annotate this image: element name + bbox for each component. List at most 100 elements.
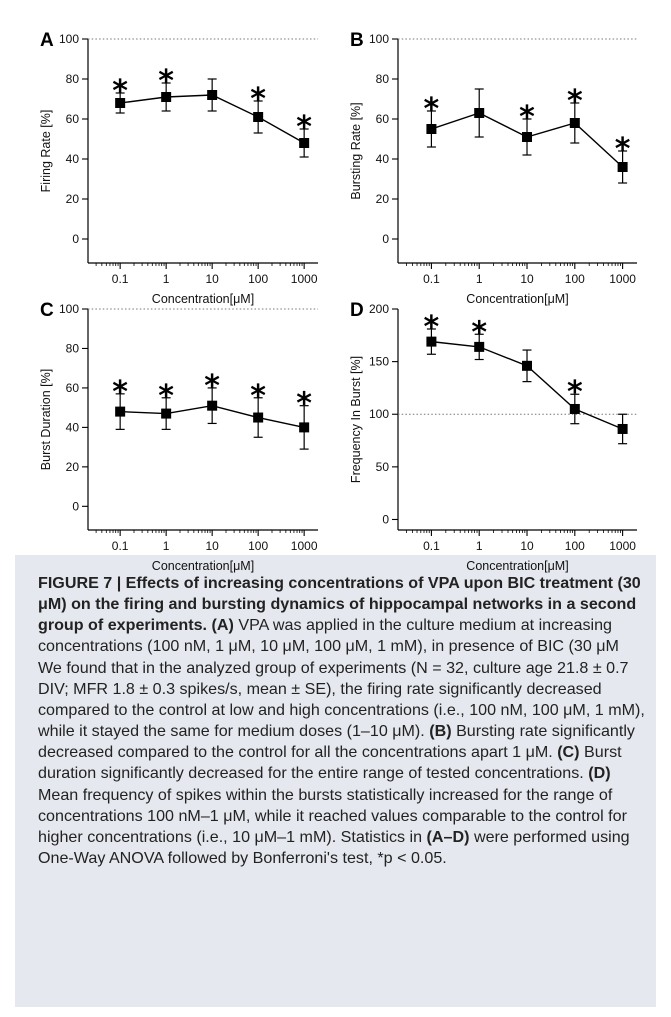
y-axis-label: Frequency In Burst [%] <box>349 356 363 483</box>
data-point <box>253 412 264 423</box>
significance-asterisk: * <box>112 375 128 410</box>
x-axis-label: Concentration[μM] <box>466 559 568 573</box>
y-axis-label: Burst Duration [%] <box>39 369 53 470</box>
panel-letter: D <box>350 300 364 321</box>
data-point <box>299 138 310 148</box>
charts-area: 0 20 40 60 80 100 0.1 1 10 100 1000 Concentration[μ… <box>15 15 656 573</box>
y-tick-label: 40 <box>66 420 80 434</box>
x-tick-label: 10 <box>520 539 534 553</box>
data-point <box>426 336 437 347</box>
x-tick-label: 100 <box>565 539 585 553</box>
x-tick-label: 0.1 <box>112 539 129 553</box>
data-point <box>426 124 437 134</box>
data-point <box>161 408 172 419</box>
data-point <box>617 162 628 172</box>
x-tick-label: 1000 <box>291 272 318 286</box>
significance-asterisk: * <box>615 132 631 167</box>
caption-label-c: (C) <box>557 743 580 762</box>
caption-text-c: Burst duration significantly decreased f… <box>38 743 622 783</box>
chart-svg: 0 20 40 60 80 100 0.1 1 10 100 1000 Concentration[μ… <box>39 300 318 573</box>
x-axis-label: Concentration[μM] <box>152 292 254 306</box>
caption-label-b: (B) <box>429 722 452 741</box>
x-axis-label: Concentration[μM] <box>466 292 568 306</box>
y-tick-label: 60 <box>66 112 80 126</box>
significance-asterisk: * <box>567 84 583 119</box>
caption-label-d: (D) <box>588 764 611 783</box>
y-tick-label: 100 <box>59 302 79 316</box>
chart-svg: 0 50 100 150 200 0.1 1 10 100 1000 Concentration[μ… <box>349 300 637 573</box>
y-tick-label: 0 <box>72 499 79 513</box>
data-point <box>617 423 628 434</box>
data-point <box>115 406 126 417</box>
significance-asterisk: * <box>424 310 440 345</box>
x-tick-label: 1000 <box>609 272 636 286</box>
significance-asterisk: * <box>112 74 128 109</box>
chart-svg: 0 20 40 60 80 100 0.1 1 10 100 1000 Concentration[μ… <box>39 30 318 306</box>
panel-c: 0 20 40 60 80 100 0.1 1 10 100 1000 Concentration[μ… <box>15 290 335 573</box>
x-axis-label: Concentration[μM] <box>152 559 254 573</box>
x-tick-label: 100 <box>248 272 268 286</box>
y-tick-label: 80 <box>376 72 390 86</box>
data-point <box>569 403 580 414</box>
y-tick-label: 20 <box>376 192 390 206</box>
panel-letter: C <box>40 300 54 321</box>
y-tick-label: 200 <box>369 302 389 316</box>
y-tick-label: 40 <box>66 152 80 166</box>
figure-caption: FIGURE 7 | Effects of increasing concent… <box>38 573 646 869</box>
x-tick-label: 10 <box>205 272 219 286</box>
x-tick-label: 1000 <box>609 539 636 553</box>
y-tick-label: 80 <box>66 341 80 355</box>
y-tick-label: 100 <box>369 407 389 421</box>
x-tick-label: 100 <box>565 272 585 286</box>
caption-title: FIGURE 7 | Effects of increasing concent… <box>38 574 641 635</box>
data-point <box>299 422 310 433</box>
x-tick-label: 100 <box>248 539 268 553</box>
data-point <box>474 108 485 118</box>
data-point <box>161 92 172 102</box>
caption-text-a: VPA was applied in the culture medium at… <box>38 616 645 741</box>
y-tick-label: 0 <box>382 232 389 246</box>
panel-b: 0 20 40 60 80 100 0.1 1 10 100 1000 Concentration[μ… <box>335 15 656 306</box>
y-tick-label: 20 <box>66 460 80 474</box>
significance-asterisk: * <box>250 379 266 414</box>
x-tick-label: 10 <box>520 272 534 286</box>
x-tick-label: 1 <box>163 539 170 553</box>
significance-asterisk: * <box>519 100 535 135</box>
y-axis-label: Firing Rate [%] <box>39 110 53 193</box>
caption-text-d: Mean frequency of spikes within the burs… <box>38 785 627 846</box>
caption-text-b: Bursting rate significantly decreased co… <box>38 722 635 762</box>
x-tick-label: 1 <box>163 272 170 286</box>
y-tick-label: 150 <box>369 355 389 369</box>
y-tick-label: 60 <box>66 381 80 395</box>
data-point <box>522 132 533 142</box>
x-tick-label: 0.1 <box>423 272 440 286</box>
data-point <box>207 90 218 100</box>
significance-asterisk: * <box>296 110 312 145</box>
chart-svg: 0 20 40 60 80 100 0.1 1 10 100 1000 Concentration[μ… <box>349 30 637 306</box>
y-tick-label: 100 <box>369 32 389 46</box>
x-tick-label: 10 <box>205 539 219 553</box>
data-point <box>474 341 485 352</box>
significance-asterisk: * <box>158 379 174 414</box>
x-tick-label: 0.1 <box>112 272 129 286</box>
data-point <box>207 400 218 411</box>
significance-asterisk: * <box>567 375 583 410</box>
significance-asterisk: * <box>296 387 312 422</box>
x-tick-label: 1 <box>476 272 483 286</box>
y-tick-label: 100 <box>59 32 79 46</box>
y-tick-label: 0 <box>382 512 389 526</box>
y-tick-label: 60 <box>376 112 390 126</box>
figure-container: 0 20 40 60 80 100 0.1 1 10 100 1000 Concentration[μ… <box>15 15 656 1007</box>
significance-asterisk: * <box>158 64 174 99</box>
x-tick-label: 0.1 <box>423 539 440 553</box>
data-point <box>569 118 580 128</box>
caption-label-a: (A) <box>211 616 234 635</box>
significance-asterisk: * <box>424 92 440 127</box>
y-tick-label: 40 <box>376 152 390 166</box>
x-tick-label: 1 <box>476 539 483 553</box>
significance-asterisk: * <box>471 315 487 350</box>
significance-asterisk: * <box>204 369 220 404</box>
data-point <box>115 98 126 108</box>
data-point <box>522 360 533 371</box>
panel-letter: A <box>40 30 54 51</box>
